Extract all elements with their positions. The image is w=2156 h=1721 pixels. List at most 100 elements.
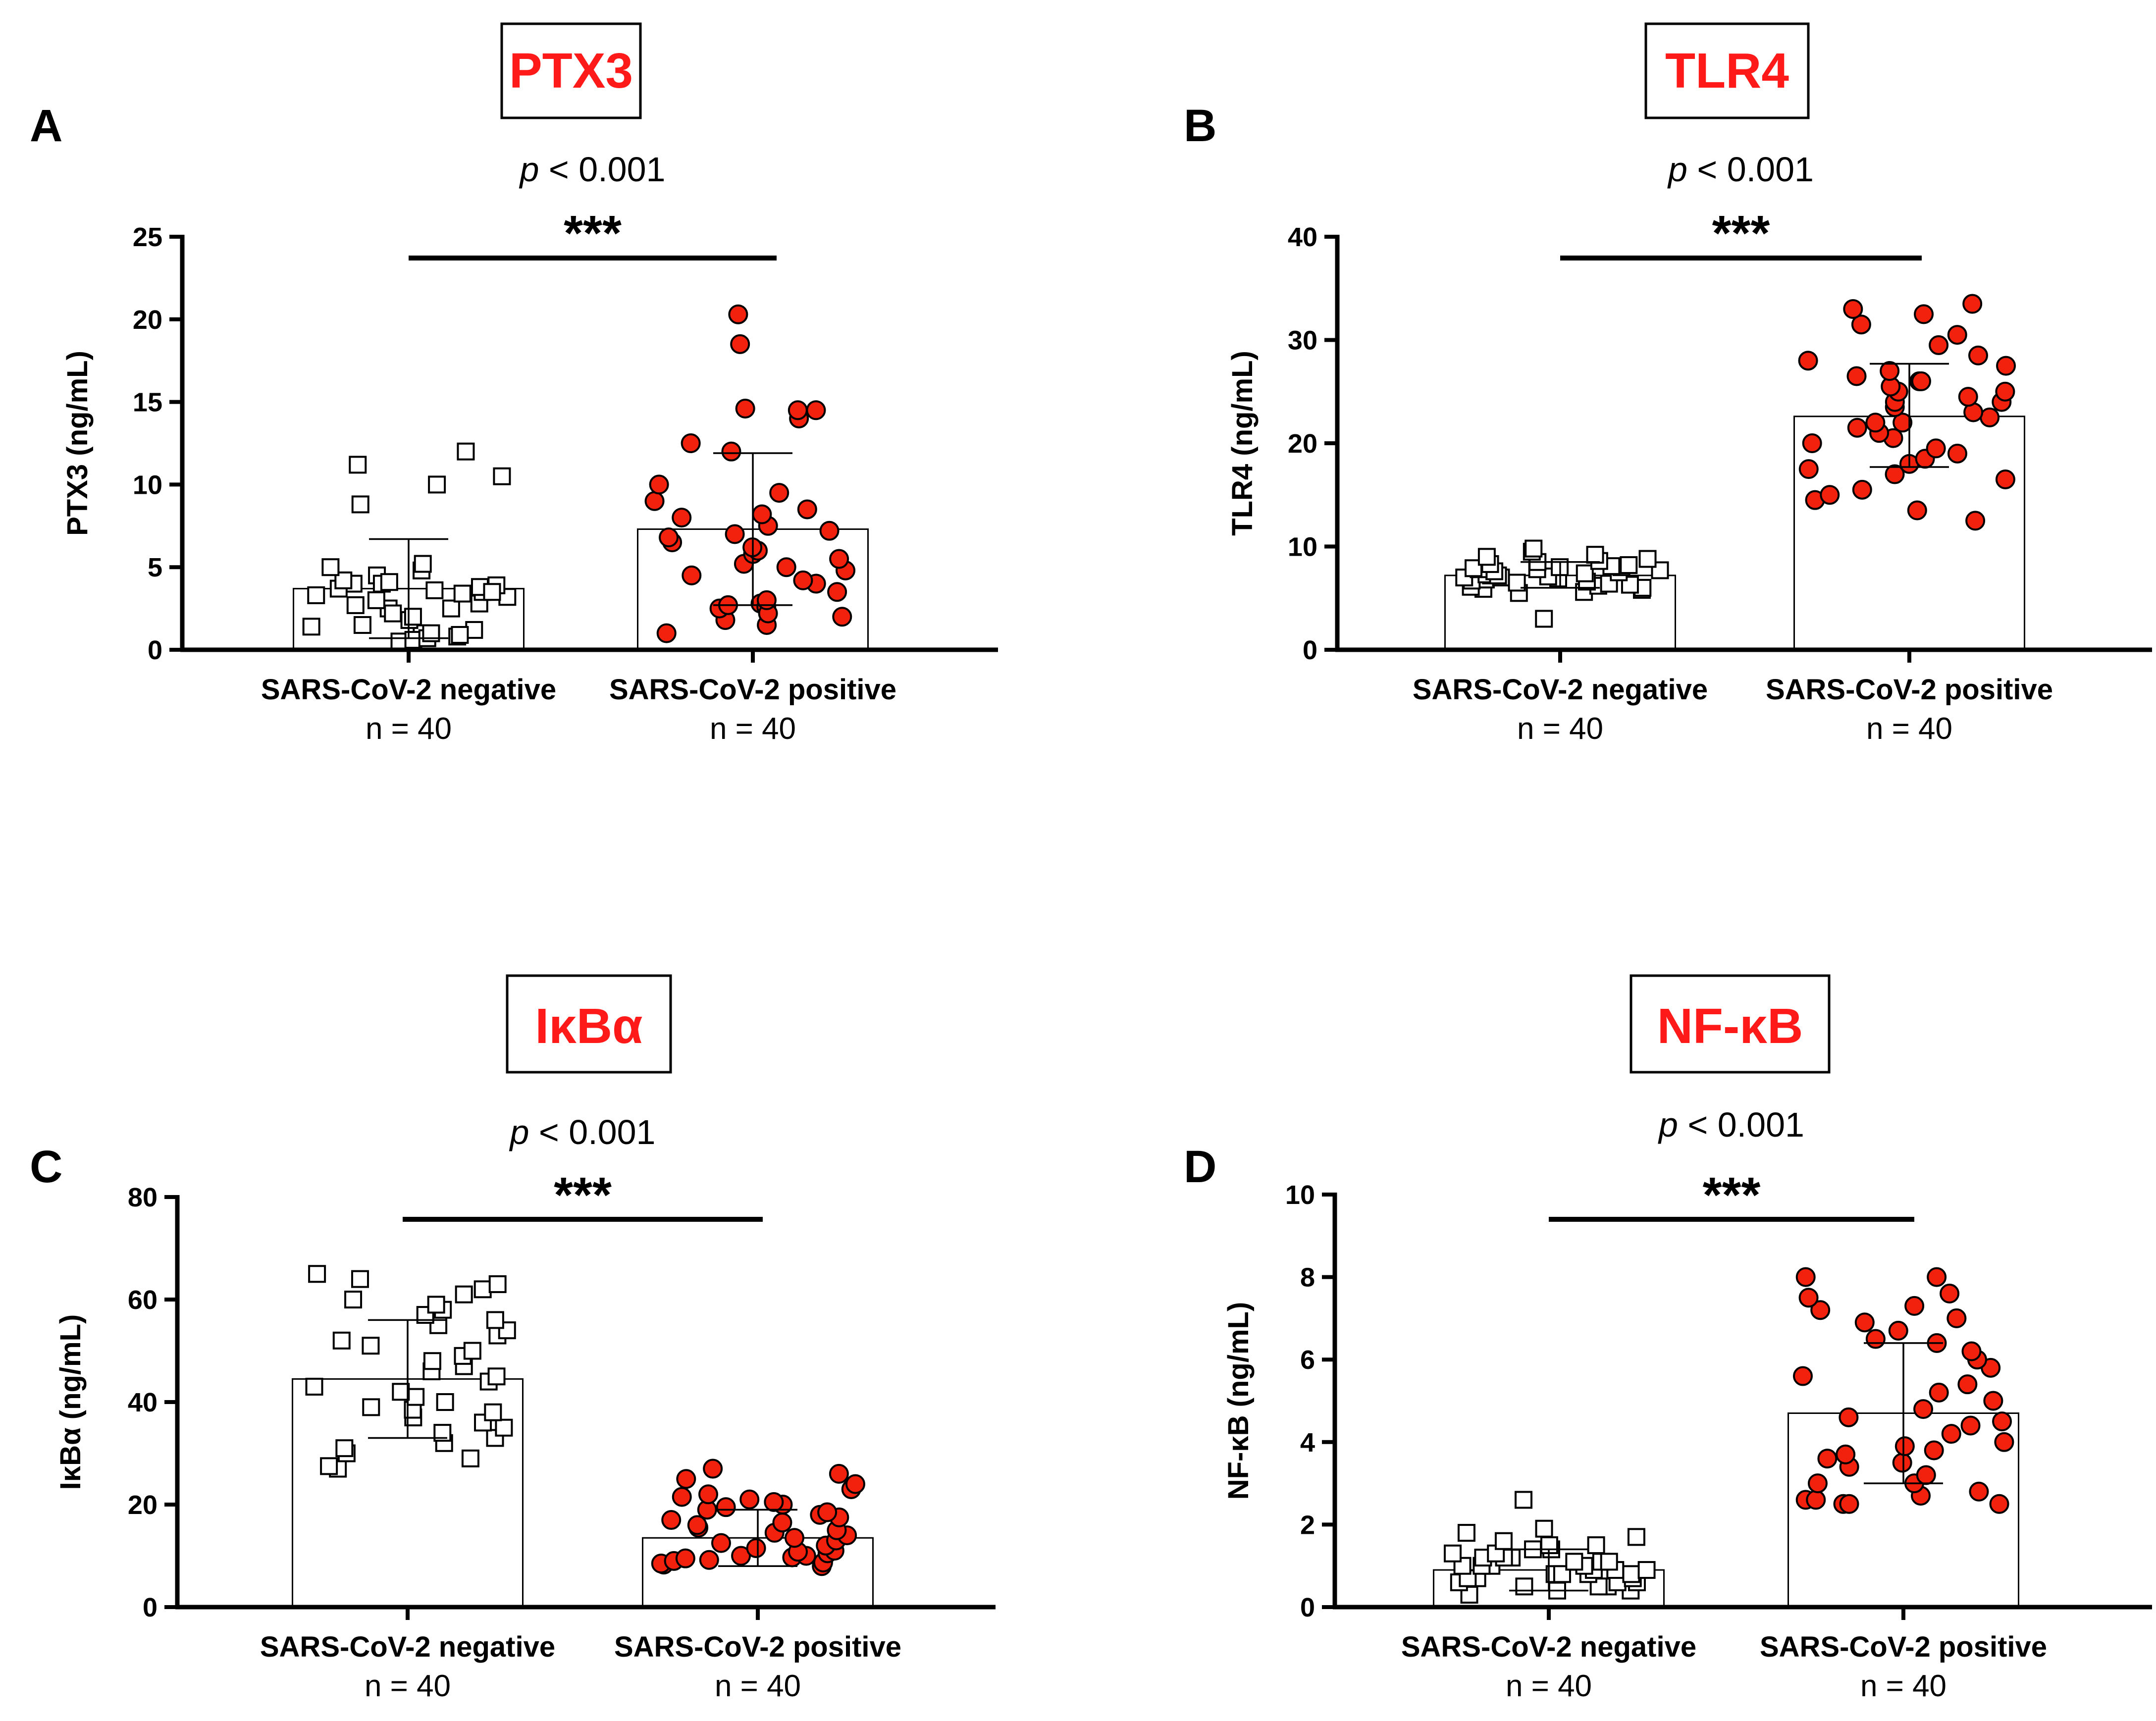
data-point-positive: [788, 400, 808, 420]
data-point-positive: [1926, 438, 1946, 459]
data-point-negative: [1637, 1561, 1656, 1579]
data-point-positive: [806, 400, 826, 420]
data-point-negative: [1565, 1553, 1583, 1571]
data-point-positive: [1913, 1399, 1934, 1419]
title-box: [500, 22, 642, 119]
data-point-positive: [797, 499, 817, 520]
data-point-positive: [1836, 1444, 1856, 1464]
data-point-positive: [1865, 413, 1886, 433]
data-point-negative: [392, 1383, 410, 1401]
data-point-positive: [735, 398, 755, 418]
data-point-positive: [1911, 371, 1931, 391]
data-point-positive: [725, 524, 745, 544]
data-point-positive: [764, 1492, 784, 1512]
panel-d: D NF-κB p < 0.001 *** 0 2 4 6 8 10 SARS-CoV-2 nega…: [1184, 974, 2152, 1703]
panel-letter: C: [30, 1142, 62, 1192]
data-point-positive: [1810, 1300, 1831, 1320]
data-point-positive: [1885, 464, 1905, 484]
data-point-positive: [1851, 314, 1871, 335]
data-point-positive: [1802, 433, 1822, 453]
data-point-positive: [644, 491, 665, 511]
significance-stars: ***: [1703, 1167, 1761, 1223]
p-value: < 0.001: [529, 1113, 655, 1151]
data-point-positive: [739, 1489, 760, 1510]
data-point-positive: [1980, 407, 2000, 427]
y-axis-label: NF-κB (ng/mL): [1222, 1302, 1255, 1500]
chart-title: IκBα: [535, 998, 642, 1054]
panel-b: B TLR4 p < 0.001 *** 0 10 20 30 40 SARS-CoV-2 neg…: [1184, 22, 2152, 746]
category-label: SARS-CoV-2 positive: [1760, 1631, 2047, 1663]
p-value: < 0.001: [1678, 1105, 1804, 1144]
y-axis-label: IκBα (ng/mL): [54, 1314, 87, 1490]
data-point-positive: [716, 1497, 736, 1517]
data-point-negative: [487, 1367, 506, 1386]
y-tick-label: 2: [1300, 1510, 1315, 1540]
data-point-positive: [1865, 1329, 1886, 1349]
data-point-negative: [495, 1418, 513, 1437]
n-label: n = 40: [365, 1669, 451, 1703]
data-point-positive: [1846, 366, 1867, 386]
data-point-positive: [1992, 1411, 2012, 1432]
data-point-negative: [1508, 574, 1526, 592]
y-tick-label: 0: [1300, 1593, 1315, 1622]
data-point-positive: [1940, 1283, 1960, 1304]
data-point-positive: [1893, 413, 1913, 433]
data-point-negative: [1515, 1577, 1533, 1596]
data-point-positive: [752, 504, 772, 524]
data-point-positive: [1989, 1494, 2009, 1514]
data-point-positive: [681, 433, 701, 453]
data-point-negative: [425, 581, 444, 599]
data-point-negative: [1600, 1553, 1618, 1571]
panel-letter: B: [1184, 101, 1216, 151]
data-point-positive: [1798, 1288, 1819, 1308]
significance-stars: ***: [564, 206, 622, 261]
y-tick-label: 10: [1285, 1180, 1315, 1210]
y-tick-label: 60: [128, 1285, 158, 1315]
y-tick-label: 10: [133, 470, 162, 500]
data-point-positive: [1947, 325, 1967, 345]
data-point-negative: [451, 626, 469, 644]
p-symbol: p: [519, 150, 539, 189]
data-point-positive: [682, 565, 702, 585]
data-point-negative: [1627, 1528, 1645, 1546]
data-point-positive: [1847, 417, 1867, 438]
panel-a: A PTX3 p < 0.001 *** 0 5 10 15 20 25 SARS-CoV-2 ne…: [30, 22, 998, 746]
data-point-positive: [793, 570, 813, 590]
data-point-positive: [1916, 1465, 1936, 1485]
y-tick-label: 20: [133, 305, 162, 335]
data-point-negative: [404, 608, 422, 626]
data-point-positive: [649, 474, 669, 495]
data-point-positive: [1798, 459, 1819, 479]
data-point-positive: [1924, 1440, 1944, 1460]
significance-stars: ***: [1712, 206, 1770, 261]
data-point-negative: [353, 616, 371, 634]
data-point-negative: [302, 618, 320, 636]
data-point-positive: [1880, 361, 1900, 381]
title-box: [1630, 974, 1831, 1074]
data-point-negative: [1525, 539, 1543, 558]
category-label: SARS-CoV-2 negative: [1413, 674, 1708, 706]
data-point-negative: [320, 1457, 338, 1475]
data-point-negative: [442, 599, 460, 618]
data-point-positive: [687, 1515, 707, 1535]
p-symbol: p: [509, 1113, 529, 1151]
data-point-positive: [1854, 1312, 1875, 1333]
data-point-negative: [346, 596, 365, 614]
data-point-negative: [484, 1403, 502, 1421]
chart-title: PTX3: [509, 43, 633, 99]
data-point-positive: [1839, 1494, 1859, 1514]
data-point-positive: [1929, 335, 1949, 355]
y-tick-label: 0: [143, 1593, 158, 1622]
data-point-negative: [344, 1291, 363, 1308]
data-point-negative: [384, 604, 402, 623]
data-point-negative: [1587, 1536, 1605, 1555]
data-point-positive: [1961, 1341, 1982, 1361]
data-point-positive: [672, 1487, 692, 1507]
title-box: [1644, 22, 1810, 119]
data-point-positive: [829, 549, 849, 569]
data-point-positive: [827, 582, 847, 602]
y-tick-label: 40: [128, 1388, 158, 1417]
data-point-positive: [1995, 469, 2015, 489]
n-label: n = 40: [1860, 1669, 1946, 1703]
p-value: < 0.001: [539, 150, 665, 189]
